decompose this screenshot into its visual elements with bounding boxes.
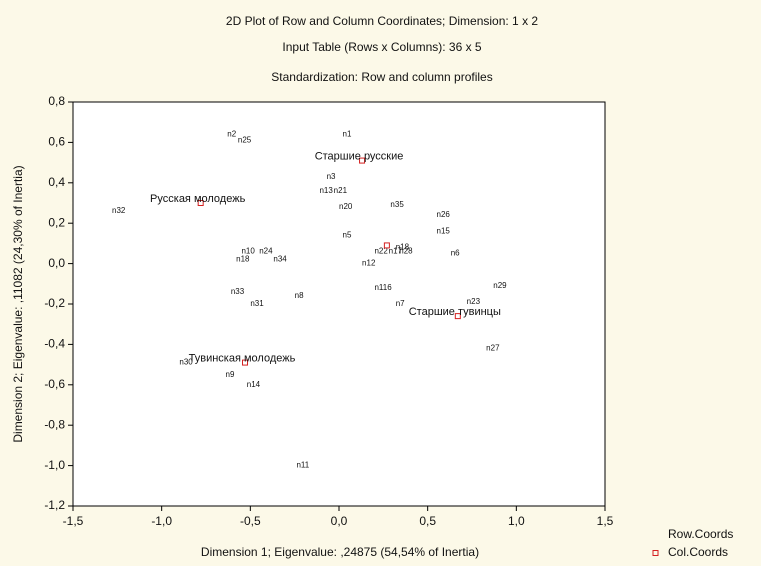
point-label: n20 bbox=[339, 202, 353, 211]
y-tick-label: 0,6 bbox=[48, 135, 65, 149]
point-label: Русская молодежь bbox=[150, 193, 246, 205]
point-label: n21 bbox=[334, 186, 348, 195]
point-label: n33 bbox=[231, 287, 245, 296]
point-label: n8 bbox=[295, 291, 304, 300]
point-label: Старшие русские bbox=[315, 150, 404, 162]
y-axis-label: Dimension 2; Eigenvalue: ,11082 (24,30% … bbox=[11, 165, 25, 442]
point-label: n13 bbox=[319, 186, 333, 195]
x-tick-label: -1,5 bbox=[63, 514, 84, 528]
point-label: n15 bbox=[437, 226, 451, 235]
x-tick-label: -1,0 bbox=[151, 514, 172, 528]
plot-area bbox=[72, 101, 606, 507]
x-tick-label: 0,0 bbox=[331, 514, 348, 528]
point-label: n3 bbox=[327, 172, 336, 181]
legend-label: Col.Coords bbox=[668, 545, 728, 559]
point-label: n7 bbox=[396, 299, 405, 308]
y-tick-label: -0,4 bbox=[44, 337, 65, 351]
point-label: n18 bbox=[236, 255, 250, 264]
chart-title: 2D Plot of Row and Column Coordinates; D… bbox=[226, 14, 538, 28]
point-label: n1 bbox=[343, 129, 352, 138]
y-tick-label: -0,8 bbox=[44, 417, 65, 431]
point-label: n25 bbox=[238, 135, 252, 144]
point bbox=[242, 359, 249, 366]
point bbox=[359, 157, 366, 164]
point-label: n23 bbox=[467, 297, 481, 306]
y-tick-label: -0,6 bbox=[44, 377, 65, 391]
point-label: n17 bbox=[389, 247, 403, 256]
y-tick-label: 0,2 bbox=[48, 215, 65, 229]
y-tick-label: -1,0 bbox=[44, 458, 65, 472]
chart-subtitle: Standardization: Row and column profiles bbox=[271, 70, 492, 84]
point-label: n26 bbox=[437, 210, 451, 219]
point-label: n34 bbox=[273, 255, 287, 264]
legend-marker bbox=[652, 550, 659, 556]
point-label: Старшие тувинцы bbox=[409, 306, 501, 318]
point-label: n29 bbox=[493, 281, 507, 290]
point-label: n22 bbox=[374, 247, 388, 256]
y-tick-label: 0,4 bbox=[48, 175, 65, 189]
point-label: n35 bbox=[390, 200, 404, 209]
point-label: n2 bbox=[227, 129, 236, 138]
point-label: n6 bbox=[451, 249, 460, 258]
x-tick-label: -0,5 bbox=[240, 514, 261, 528]
point-label: n32 bbox=[112, 206, 126, 215]
point-label: n5 bbox=[343, 230, 352, 239]
point-label: n14 bbox=[247, 380, 261, 389]
y-tick-label: 0,0 bbox=[48, 256, 65, 270]
y-tick-label: -0,2 bbox=[44, 296, 65, 310]
x-tick-label: 1,5 bbox=[597, 514, 614, 528]
x-tick-label: 1,0 bbox=[508, 514, 525, 528]
point-label: n28 bbox=[399, 247, 413, 256]
chart-subtitle: Input Table (Rows x Columns): 36 x 5 bbox=[282, 40, 482, 54]
legend-label: Row.Coords bbox=[668, 527, 733, 541]
y-tick-label: -1,2 bbox=[44, 498, 65, 512]
point bbox=[197, 200, 204, 206]
point-label: n9 bbox=[226, 370, 235, 379]
point-label: n30 bbox=[179, 358, 193, 367]
point-label: n116 bbox=[374, 283, 392, 292]
point-label: Тувинская молодежь bbox=[189, 352, 296, 364]
x-axis-label: Dimension 1; Eigenvalue: ,24875 (54,54% … bbox=[201, 545, 479, 559]
point bbox=[454, 313, 461, 320]
x-tick-label: 0,5 bbox=[419, 514, 436, 528]
point-label: n11 bbox=[296, 461, 309, 470]
point-label: n18 bbox=[396, 243, 410, 252]
point-label: n12 bbox=[362, 259, 376, 268]
point-label: n31 bbox=[250, 299, 264, 308]
point-label: n27 bbox=[486, 344, 500, 353]
y-tick-label: 0,8 bbox=[48, 94, 65, 108]
point-label: n24 bbox=[259, 247, 273, 256]
point-label: n10 bbox=[241, 247, 255, 256]
point bbox=[383, 242, 390, 249]
